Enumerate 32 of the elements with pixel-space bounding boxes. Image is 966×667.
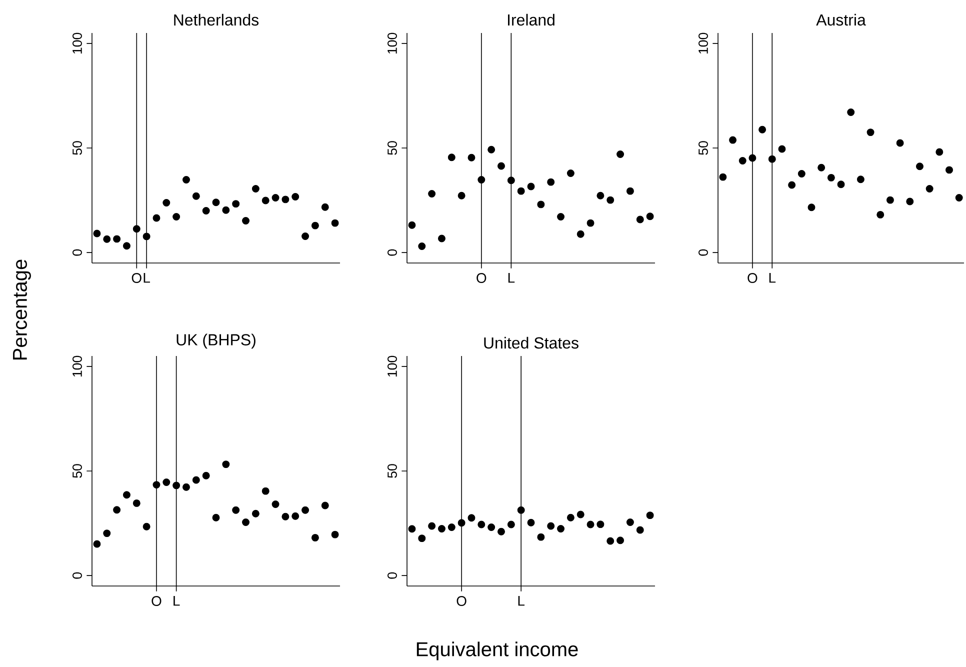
y-tick-label: 50 — [388, 141, 397, 155]
x-tick-label: O — [152, 596, 162, 606]
y-tick-label: 50 — [72, 141, 82, 155]
y-tick-label: 50 — [72, 464, 82, 478]
y-tick-label: 100 — [388, 32, 397, 54]
y-tick-label: 0 — [388, 572, 397, 579]
x-tick-label: L — [518, 596, 525, 606]
y-tick-label: 100 — [698, 32, 708, 54]
x-tick-label: O — [476, 273, 486, 283]
y-tick-label: 100 — [72, 356, 82, 377]
y-tick-label: 0 — [72, 249, 82, 256]
y-tick-label: 0 — [388, 249, 397, 256]
y-tick-label: 100 — [388, 356, 397, 377]
y-tick-label: 50 — [698, 141, 708, 155]
chart-title: Netherlands — [174, 14, 259, 26]
y-tick-label: 0 — [698, 249, 708, 256]
x-axis-title: Equivalent income — [416, 642, 578, 660]
x-tick-label: L — [144, 273, 150, 283]
chart-title: Ireland — [508, 14, 554, 26]
x-tick-label: O — [748, 273, 758, 283]
x-tick-label: L — [769, 273, 776, 283]
x-tick-label: L — [174, 596, 180, 606]
y-axis-title: Percentage — [13, 260, 31, 360]
x-tick-label: O — [456, 596, 466, 606]
x-tick-label: O — [132, 273, 142, 283]
x-tick-label: L — [508, 273, 515, 283]
chart-title: Austria — [816, 14, 866, 26]
chart-title: United States — [484, 336, 578, 349]
y-tick-label: 0 — [72, 572, 82, 579]
y-tick-label: 100 — [72, 32, 82, 54]
chart-title: UK (BHPS) — [176, 334, 256, 349]
y-tick-label: 50 — [388, 464, 397, 478]
